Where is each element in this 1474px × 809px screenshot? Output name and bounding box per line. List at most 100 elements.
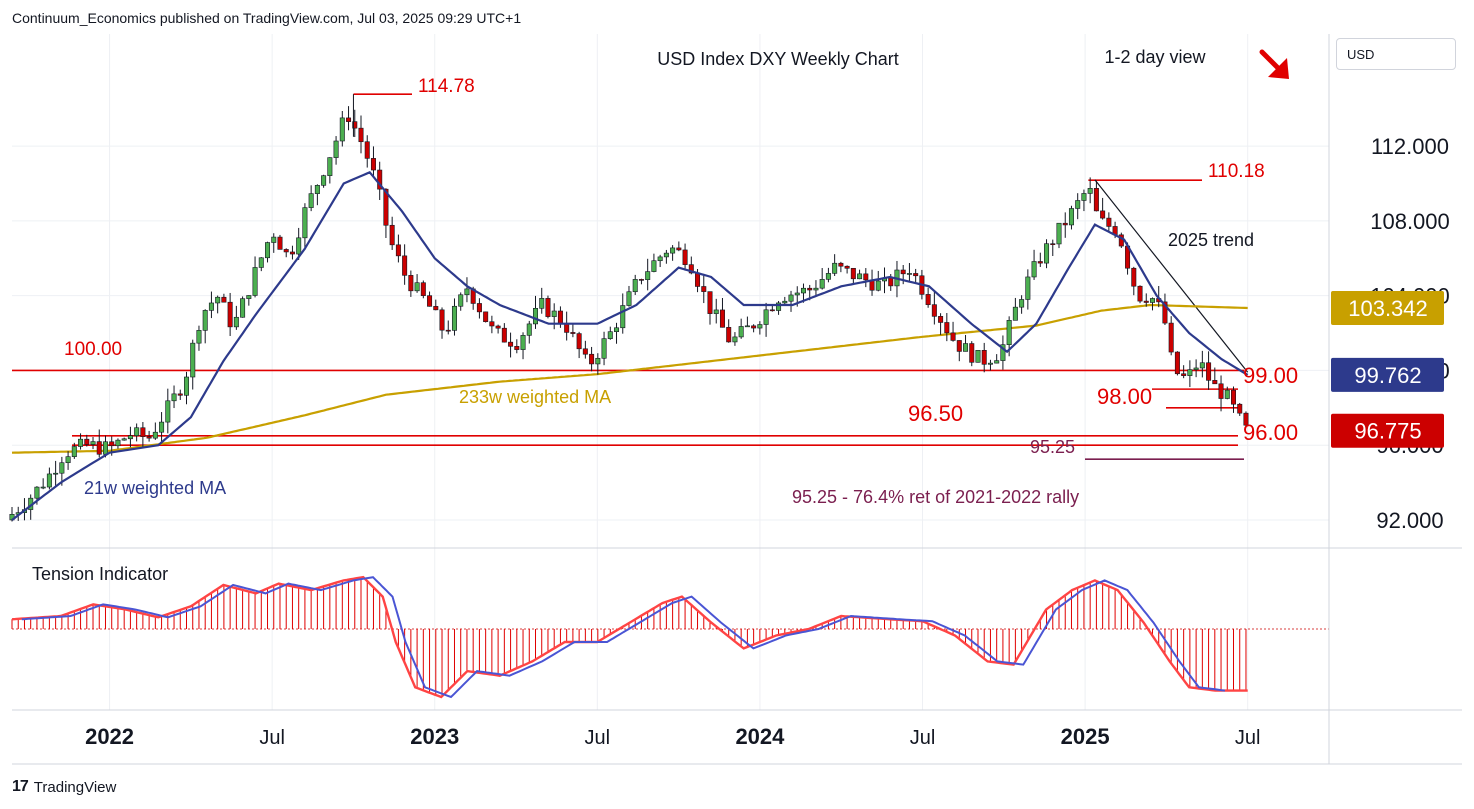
candle-body [900, 269, 906, 275]
candle-body [738, 326, 744, 338]
candle-body [969, 343, 975, 363]
x-tick-label: Jul [259, 727, 285, 749]
candle-body [769, 309, 775, 312]
candle-body [863, 273, 869, 281]
candle-body [732, 336, 738, 343]
x-tick-label: 2023 [410, 724, 459, 749]
candle-body [34, 486, 40, 499]
candle-body [763, 309, 769, 325]
label-100: 100.00 [64, 339, 122, 360]
candle-body [1019, 299, 1025, 308]
candle-body [339, 117, 345, 142]
trend-line-2025 [1094, 179, 1249, 373]
candle-body [1149, 298, 1155, 303]
tradingview-logo-icon: 17 [12, 778, 29, 795]
candle-body [676, 247, 682, 251]
candle-body [171, 393, 177, 402]
candle-body [495, 325, 501, 329]
candle-body [358, 127, 364, 143]
candle-body [614, 327, 620, 332]
candle-body [1131, 267, 1137, 287]
candle-body [321, 175, 327, 186]
candle-body [807, 287, 813, 291]
x-tick-label: 2024 [735, 724, 785, 749]
candle-body [682, 249, 688, 265]
candle-body [651, 260, 657, 272]
candle-body [1044, 243, 1050, 264]
candle-body [776, 302, 782, 311]
x-tick-label: Jul [585, 727, 611, 749]
candle-body [533, 308, 539, 325]
candle-body [159, 421, 165, 433]
ma21-line [11, 170, 1249, 521]
candle-body [370, 158, 376, 171]
candle-body [227, 301, 233, 328]
candle-body [994, 360, 1000, 364]
candle-body [1006, 320, 1012, 345]
candle-body [208, 302, 214, 311]
candle-body [439, 309, 445, 331]
candle-body [1068, 208, 1074, 226]
candle-body [1031, 261, 1037, 278]
candle-body [819, 279, 825, 289]
candle-body [875, 280, 881, 291]
candle-body [638, 279, 644, 281]
candle-body [564, 323, 570, 333]
candle-body [252, 267, 258, 296]
candle-body [265, 242, 271, 259]
candle-body [1062, 222, 1068, 226]
candle-body [327, 157, 333, 176]
label-114-78: 114.78 [418, 76, 475, 97]
candle-body [551, 310, 557, 317]
retracement-note: 95.25 - 76.4% ret of 2021-2022 rally [792, 487, 1079, 507]
label-99: 99.00 [1243, 363, 1298, 388]
candles [9, 94, 1249, 522]
price-badge-label: 103.342 [1348, 296, 1428, 321]
chart-title: USD Index DXY Weekly Chart [657, 49, 898, 69]
candle-body [620, 305, 626, 329]
candle-body [1093, 188, 1099, 212]
candle-body [1187, 369, 1193, 376]
candle-body [906, 273, 912, 275]
candle-body [40, 486, 46, 489]
currency-selector[interactable]: USD [1336, 38, 1456, 70]
candle-body [1050, 243, 1056, 245]
candle-body [688, 264, 694, 274]
candle-body [938, 316, 944, 323]
candle-body [352, 121, 358, 129]
candle-body [433, 306, 439, 311]
candle-body [258, 257, 264, 268]
candle-body [1181, 373, 1187, 376]
candle-body [395, 244, 401, 257]
candle-body [302, 207, 308, 239]
candle-body [888, 277, 894, 287]
label-95-25: 95.25 [1030, 437, 1075, 457]
x-tick-label: 2025 [1061, 724, 1110, 749]
candle-body [451, 305, 457, 331]
axes: 112.000108.000104.000100.00096.00092.000… [12, 34, 1462, 765]
candle-body [782, 300, 788, 304]
candle-body [850, 267, 856, 280]
candle-body [844, 265, 850, 269]
candle-body [931, 304, 937, 317]
tension-indicator [11, 575, 1329, 699]
candle-body [589, 353, 595, 365]
candle-body [713, 309, 719, 314]
candle-body [1137, 285, 1143, 302]
candle-body [277, 236, 283, 250]
candle-body [1000, 344, 1006, 361]
candle-body [458, 294, 464, 307]
candle-body [283, 249, 289, 253]
candle-body [1218, 383, 1224, 399]
candle-body [427, 295, 433, 307]
candle-body [389, 224, 395, 246]
candle-body [489, 321, 495, 327]
footer: 17 TradingView [12, 778, 116, 796]
ma233-path [11, 303, 1248, 454]
candle-body [414, 282, 420, 292]
candle-body [1224, 389, 1230, 399]
candle-body [177, 393, 183, 396]
candle-body [963, 343, 969, 352]
candle-body [800, 287, 806, 294]
